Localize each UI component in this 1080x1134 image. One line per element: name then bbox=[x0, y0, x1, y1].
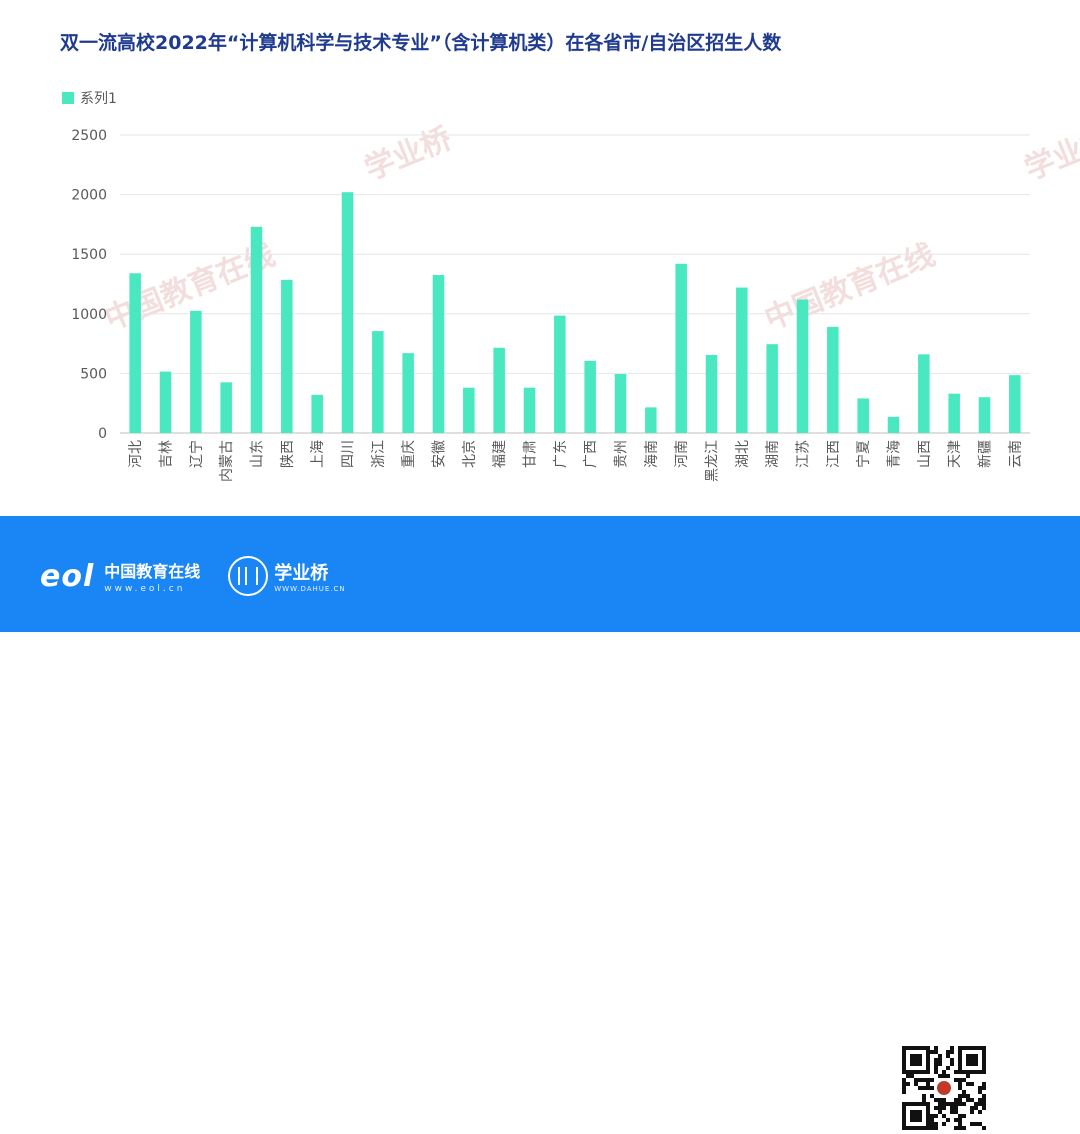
bar bbox=[220, 382, 232, 433]
y-tick-label: 1000 bbox=[71, 307, 107, 323]
x-tick-label: 山西 bbox=[917, 440, 933, 468]
x-tick-label: 山东 bbox=[250, 440, 266, 468]
x-tick-label: 吉林 bbox=[159, 440, 175, 468]
bar bbox=[857, 398, 869, 433]
watermark-xueyeqiao: 学业桥 bbox=[1020, 121, 1080, 187]
eol-brand-name: 中国教育在线 bbox=[104, 562, 201, 581]
x-tick-label: 青海 bbox=[887, 440, 903, 468]
bar bbox=[948, 393, 960, 433]
x-tick-label: 宁夏 bbox=[855, 440, 872, 468]
grid-lines bbox=[120, 134, 1030, 434]
bar bbox=[705, 354, 718, 433]
x-tick-label: 安徽 bbox=[432, 440, 448, 468]
bar bbox=[1009, 375, 1021, 433]
bar bbox=[372, 331, 384, 433]
bar bbox=[402, 353, 414, 433]
x-tick-label: 河北 bbox=[128, 440, 144, 468]
bar bbox=[523, 387, 536, 433]
y-tick-label: 2000 bbox=[71, 188, 107, 204]
bar bbox=[250, 226, 263, 433]
watermark-eol: 中国教育在线 bbox=[760, 238, 940, 338]
x-tick-label: 海南 bbox=[644, 440, 660, 468]
bar bbox=[159, 371, 172, 433]
x-tick-label: 陕西 bbox=[280, 440, 296, 468]
legend: 系列1 bbox=[62, 88, 117, 108]
y-tick-label: 2500 bbox=[71, 128, 107, 144]
footer-bar: eol 中国教育在线 www.eol.cn 学业桥 WWW.DAHUE.CN bbox=[0, 516, 1080, 1134]
chart-title: 双一流高校2022年“计算机科学与技术专业”（含计算机类）在各省市/自治区招生人… bbox=[60, 32, 782, 54]
x-tick-label: 贵州 bbox=[614, 440, 630, 468]
x-tick-label: 广西 bbox=[583, 440, 599, 468]
y-tick-label: 0 bbox=[98, 426, 107, 442]
legend-label: 系列1 bbox=[80, 91, 117, 107]
y-tick-label: 500 bbox=[80, 366, 107, 382]
bar bbox=[614, 373, 627, 433]
eol-logo: eol bbox=[40, 558, 95, 594]
x-tick-label: 天津 bbox=[947, 440, 963, 468]
legend-swatch bbox=[62, 92, 74, 104]
bar bbox=[736, 287, 748, 433]
bar bbox=[645, 407, 657, 433]
watermark-xueyeqiao: 学业桥 bbox=[360, 121, 457, 187]
x-axis: 河北 吉林 辽宁 内蒙古 山东 陕西 上海 四川 浙江 重庆 安徽 北京 福建 甘肃 广东 广西 贵州 海南 河南黑… bbox=[128, 440, 1024, 482]
bar bbox=[887, 416, 900, 433]
bar bbox=[766, 344, 778, 433]
x-tick-label: 广东 bbox=[553, 440, 569, 468]
bar bbox=[281, 279, 293, 433]
bar bbox=[978, 397, 991, 433]
eol-brand-url: www.eol.cn bbox=[104, 584, 186, 594]
bar bbox=[463, 387, 475, 433]
bar bbox=[432, 275, 445, 433]
xueyeqiao-url: WWW.DAHUE.CN bbox=[274, 585, 346, 593]
bar bbox=[311, 394, 323, 433]
y-axis: 2500 2000 1500 1000 500 0 bbox=[71, 128, 107, 442]
x-tick-label: 江西 bbox=[826, 440, 842, 468]
eol-brand: 中国教育在线 www.eol.cn bbox=[104, 558, 200, 594]
x-tick-label: 北京 bbox=[462, 440, 478, 468]
x-tick-label: 辽宁 bbox=[188, 440, 205, 468]
bar bbox=[554, 315, 566, 433]
y-tick-label: 1500 bbox=[71, 247, 107, 263]
bar bbox=[584, 360, 596, 433]
bar bbox=[918, 354, 930, 433]
x-tick-label: 云南 bbox=[1008, 440, 1024, 468]
bar bbox=[341, 192, 354, 433]
chart-frame: 双一流高校2022年“计算机科学与技术专业”（含计算机类）在各省市/自治区招生人… bbox=[0, 32, 1080, 1134]
x-tick-label: 新疆 bbox=[978, 440, 994, 468]
x-tick-label: 江苏 bbox=[796, 440, 812, 468]
x-tick-label: 福建 bbox=[492, 440, 508, 468]
x-tick-label: 湖南 bbox=[765, 440, 781, 468]
bar bbox=[129, 273, 141, 433]
bar bbox=[827, 326, 839, 433]
bar bbox=[493, 347, 505, 433]
xueyeqiao-name: 学业桥 bbox=[274, 563, 329, 584]
xueyeqiao-emblem-icon bbox=[228, 556, 269, 596]
x-tick-label: 四川 bbox=[341, 440, 357, 468]
x-tick-label: 河南 bbox=[674, 440, 690, 468]
bar bbox=[796, 299, 809, 433]
bar bbox=[675, 263, 687, 433]
qr-code-icon bbox=[898, 1042, 990, 1134]
x-tick-label: 湖北 bbox=[735, 440, 751, 468]
bar bbox=[190, 310, 202, 433]
bars bbox=[129, 192, 1021, 433]
x-tick-label: 重庆 bbox=[401, 440, 417, 468]
x-tick-label: 黑龙江 bbox=[705, 440, 721, 482]
x-tick-label: 内蒙古 bbox=[219, 440, 235, 482]
x-tick-label: 浙江 bbox=[371, 440, 387, 468]
xueyeqiao-brand: 学业桥 WWW.DAHUE.CN bbox=[274, 559, 345, 593]
x-tick-label: 上海 bbox=[310, 440, 326, 468]
x-tick-label: 甘肃 bbox=[523, 440, 539, 468]
footer-brand: eol 中国教育在线 www.eol.cn 学业桥 WWW.DAHUE.CN bbox=[40, 556, 346, 596]
